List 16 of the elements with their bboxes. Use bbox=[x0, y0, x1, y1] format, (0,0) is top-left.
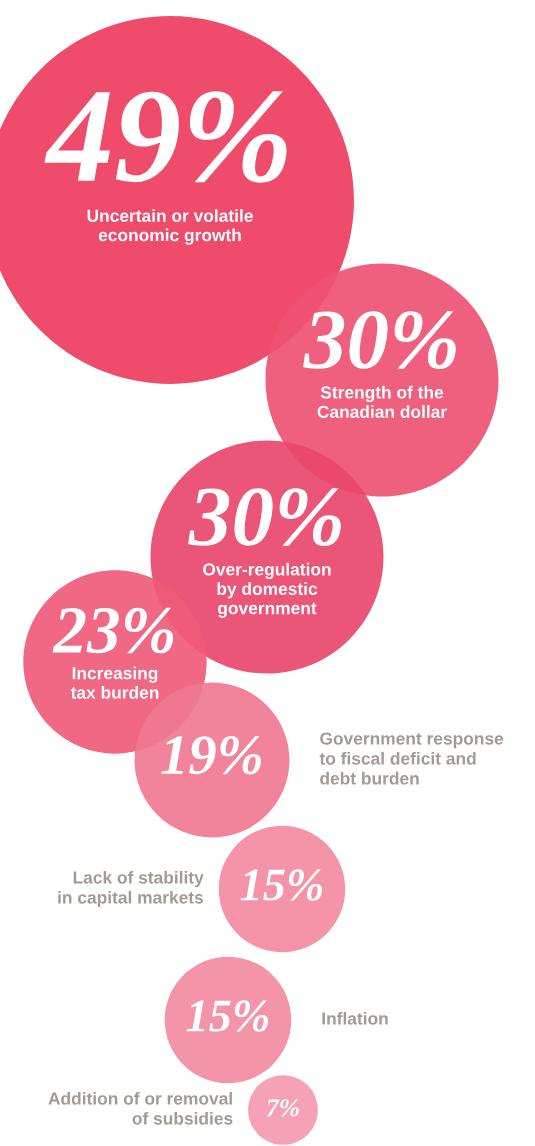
data-label: 49% bbox=[44, 91, 287, 183]
data-label: 30% bbox=[188, 488, 341, 546]
category-label: Inflation bbox=[322, 1011, 388, 1025]
category-label: Strength of the Canadian dollar bbox=[317, 385, 447, 418]
data-label: 15% bbox=[240, 869, 323, 901]
data-label: 7% bbox=[267, 1099, 299, 1117]
category-label: Lack of stability in capital markets bbox=[58, 870, 204, 908]
category-label: Government response to fiscal deficit and debt burden bbox=[319, 732, 504, 785]
category-label: Increasing tax burden bbox=[70, 666, 159, 699]
data-label: 19% bbox=[161, 735, 262, 775]
data-label: 15% bbox=[186, 1000, 269, 1032]
data-label: 23% bbox=[52, 607, 174, 654]
category-label: Addition of or removal of subsidies bbox=[48, 1091, 233, 1125]
data-label: 30% bbox=[303, 311, 456, 369]
category-label: Uncertain or volatile economic growth bbox=[87, 209, 253, 245]
category-label: Over-regulation by domestic government bbox=[203, 562, 331, 618]
